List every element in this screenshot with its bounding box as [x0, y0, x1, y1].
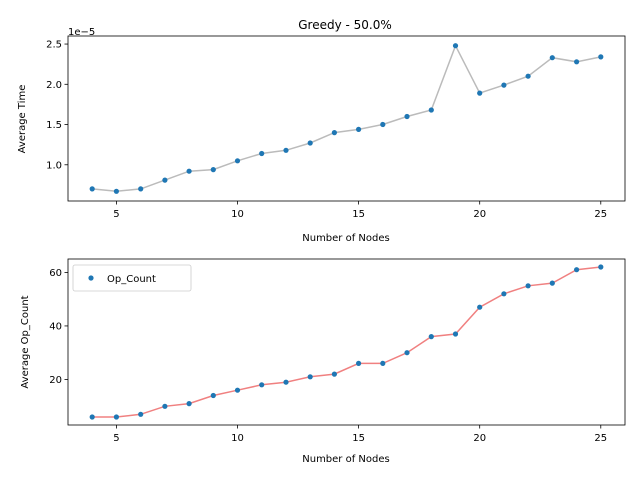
bottom-x-tick-label: 10 [231, 433, 244, 444]
legend-label-op-count: Op_Count [107, 274, 156, 285]
bottom-point [259, 382, 265, 388]
bottom-point [356, 360, 362, 366]
bottom-point [186, 401, 192, 407]
top-y-tick-label: 2.5 [46, 40, 62, 51]
y-offset-text: 1e−5 [68, 27, 95, 38]
bottom-y-axis: 20 40 60 [49, 268, 68, 386]
top-y-axis-label: Average Time [17, 85, 28, 154]
bottom-point [525, 283, 531, 289]
top-point [138, 186, 144, 192]
top-point [162, 177, 168, 183]
bottom-x-tick-label: 15 [352, 433, 365, 444]
top-point [525, 73, 531, 79]
bottom-plot-marks [89, 264, 604, 420]
top-plot-marks [89, 43, 604, 194]
top-point [331, 130, 337, 136]
top-x-axis: 5 10 15 20 25 [113, 201, 607, 220]
top-point [598, 54, 604, 60]
bottom-point [210, 392, 216, 399]
top-plot-frame [67, 35, 626, 202]
bottom-point [138, 411, 144, 417]
bottom-point [549, 280, 555, 286]
bottom-point [428, 334, 434, 340]
bottom-x-axis: 5 10 15 20 25 [113, 425, 607, 444]
top-point [186, 168, 192, 174]
bottom-x-tick-label: 20 [473, 433, 486, 444]
top-y-tick-label: 1.0 [46, 160, 62, 171]
bottom-point [331, 371, 337, 377]
top-series-line [92, 43, 601, 193]
top-x-tick-label: 15 [352, 209, 365, 220]
bottom-point [380, 360, 386, 366]
chart-op-count: 5 10 15 20 25 20 40 60 Number of Nodes Average… [20, 258, 626, 465]
top-point [113, 188, 119, 194]
top-point [307, 140, 313, 146]
bottom-series-line [92, 266, 601, 418]
top-y-axis: 1.0 1.5 2.0 2.5 [46, 40, 68, 171]
bottom-point [501, 291, 507, 297]
bottom-point [598, 264, 604, 270]
top-y-tick-label: 2.0 [46, 80, 62, 91]
bottom-y-axis-label: Average Op_Count [20, 295, 31, 388]
chart-title: Greedy - 50.0% [298, 18, 392, 32]
legend-marker [88, 275, 94, 281]
top-x-axis-label: Number of Nodes [302, 233, 389, 244]
bottom-y-tick-label: 60 [49, 268, 62, 279]
legend-box [72, 264, 192, 292]
chart-greedy-time: Greedy - 50.0% 1e−5 5 10 15 20 25 1.0 1.5 2.0 2… [17, 18, 626, 244]
top-point [549, 55, 555, 61]
top-point [452, 43, 459, 49]
top-point [380, 121, 386, 128]
top-x-tick-label: 10 [231, 209, 244, 220]
top-point [404, 113, 410, 120]
bottom-point [113, 414, 119, 420]
top-x-tick-label: 5 [113, 209, 119, 220]
top-point [259, 150, 265, 157]
bottom-x-tick-label: 25 [594, 433, 607, 444]
top-point [356, 126, 362, 132]
top-point [428, 107, 434, 113]
top-point [574, 59, 580, 65]
top-x-tick-label: 20 [473, 209, 486, 220]
top-point [477, 90, 483, 96]
top-point [283, 147, 289, 153]
top-point [210, 167, 216, 173]
bottom-y-tick-label: 20 [49, 375, 62, 386]
bottom-point [162, 403, 168, 409]
bottom-x-axis-label: Number of Nodes [302, 454, 389, 465]
top-point [501, 82, 507, 88]
bottom-plot-frame [67, 258, 626, 426]
bottom-point [477, 304, 483, 310]
bottom-x-tick-label: 5 [113, 433, 119, 444]
top-y-tick-label: 1.5 [46, 120, 62, 131]
bottom-point [574, 267, 580, 273]
top-point [89, 186, 95, 192]
bottom-point [307, 374, 313, 380]
bottom-point [89, 414, 95, 420]
bottom-point [234, 387, 241, 393]
bottom-y-tick-label: 40 [49, 321, 62, 332]
top-x-tick-label: 25 [594, 209, 607, 220]
bottom-point [283, 379, 289, 385]
legend: Op_Count [72, 264, 192, 292]
top-point [234, 158, 241, 164]
bottom-point [404, 350, 410, 356]
bottom-point [452, 331, 459, 337]
